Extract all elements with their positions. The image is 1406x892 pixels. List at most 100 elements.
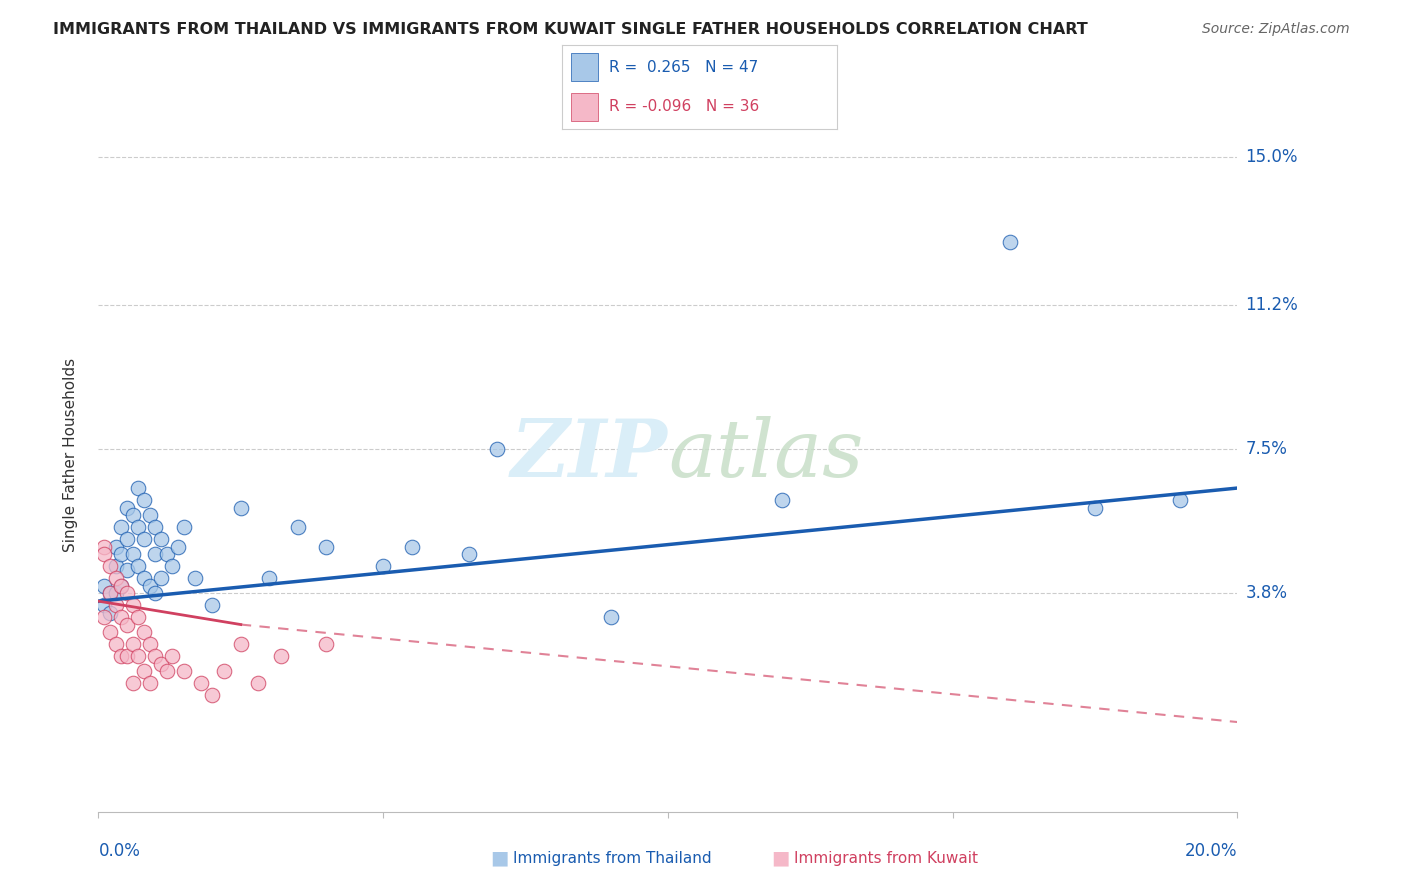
Point <box>127 520 149 534</box>
Point <box>138 637 160 651</box>
Text: atlas: atlas <box>668 417 863 493</box>
Point <box>93 598 115 612</box>
Point <box>110 648 132 663</box>
Point <box>115 586 138 600</box>
Point <box>201 688 224 702</box>
Point <box>173 665 195 679</box>
Point <box>115 563 138 577</box>
Point <box>93 609 115 624</box>
Point <box>156 547 179 561</box>
Point <box>104 586 127 600</box>
Point <box>138 578 160 592</box>
Point <box>173 520 195 534</box>
Point <box>150 657 173 671</box>
Point <box>270 648 292 663</box>
Point <box>1084 500 1107 515</box>
Point <box>121 676 143 690</box>
Point <box>1170 492 1192 507</box>
Point <box>998 235 1021 250</box>
Point <box>110 547 132 561</box>
Point <box>150 571 173 585</box>
Point <box>287 520 309 534</box>
Point <box>315 637 337 651</box>
Point <box>110 520 132 534</box>
Y-axis label: Single Father Households: Single Father Households <box>63 358 77 552</box>
Point <box>212 665 235 679</box>
Text: R =  0.265   N = 47: R = 0.265 N = 47 <box>609 60 758 75</box>
Point <box>98 606 121 620</box>
Point <box>770 492 793 507</box>
Point <box>115 500 138 515</box>
Point <box>132 492 155 507</box>
Point <box>138 508 160 523</box>
Point <box>93 547 115 561</box>
Point <box>229 500 252 515</box>
Point <box>98 559 121 574</box>
Point <box>145 520 167 534</box>
Point <box>104 540 127 554</box>
Point <box>246 676 269 690</box>
Point <box>121 637 143 651</box>
Point <box>132 532 155 546</box>
Point <box>132 665 155 679</box>
Point <box>190 676 212 690</box>
Text: 15.0%: 15.0% <box>1246 147 1298 166</box>
Point <box>156 665 179 679</box>
Text: IMMIGRANTS FROM THAILAND VS IMMIGRANTS FROM KUWAIT SINGLE FATHER HOUSEHOLDS CORR: IMMIGRANTS FROM THAILAND VS IMMIGRANTS F… <box>53 22 1088 37</box>
FancyBboxPatch shape <box>571 93 598 120</box>
Point <box>162 559 184 574</box>
Point <box>401 540 423 554</box>
Point <box>93 578 115 592</box>
Point <box>132 571 155 585</box>
Text: ■: ■ <box>489 848 509 868</box>
Point <box>121 547 143 561</box>
Point <box>127 559 149 574</box>
Point <box>600 609 623 624</box>
Point <box>115 532 138 546</box>
FancyBboxPatch shape <box>571 54 598 81</box>
Text: ■: ■ <box>770 848 790 868</box>
Text: Immigrants from Kuwait: Immigrants from Kuwait <box>794 851 979 865</box>
Point <box>145 648 167 663</box>
Point <box>104 637 127 651</box>
Point <box>121 508 143 523</box>
Point <box>457 547 479 561</box>
Point <box>229 637 252 651</box>
Point <box>104 598 127 612</box>
Text: Source: ZipAtlas.com: Source: ZipAtlas.com <box>1202 22 1350 37</box>
Point <box>115 617 138 632</box>
Point <box>127 648 149 663</box>
Point <box>132 625 155 640</box>
Text: 20.0%: 20.0% <box>1185 842 1237 860</box>
Point <box>127 481 149 495</box>
Point <box>110 609 132 624</box>
Point <box>145 547 167 561</box>
Point <box>104 571 127 585</box>
Point <box>98 625 121 640</box>
Point <box>184 571 207 585</box>
Point <box>98 586 121 600</box>
Point <box>110 578 132 592</box>
Point <box>315 540 337 554</box>
Point <box>145 586 167 600</box>
Point <box>127 609 149 624</box>
Text: Immigrants from Thailand: Immigrants from Thailand <box>513 851 711 865</box>
Point <box>121 598 143 612</box>
Text: 0.0%: 0.0% <box>98 842 141 860</box>
Point <box>150 532 173 546</box>
Point <box>373 559 395 574</box>
Point <box>98 586 121 600</box>
Point <box>110 578 132 592</box>
Point <box>486 442 509 456</box>
Point <box>138 676 160 690</box>
Text: R = -0.096   N = 36: R = -0.096 N = 36 <box>609 99 759 114</box>
Text: ZIP: ZIP <box>510 417 668 493</box>
Point <box>167 540 190 554</box>
Text: 11.2%: 11.2% <box>1246 296 1298 314</box>
Point <box>259 571 281 585</box>
Text: 7.5%: 7.5% <box>1246 440 1288 458</box>
Point <box>201 598 224 612</box>
Text: 3.8%: 3.8% <box>1246 584 1288 602</box>
Point <box>115 648 138 663</box>
Point <box>162 648 184 663</box>
